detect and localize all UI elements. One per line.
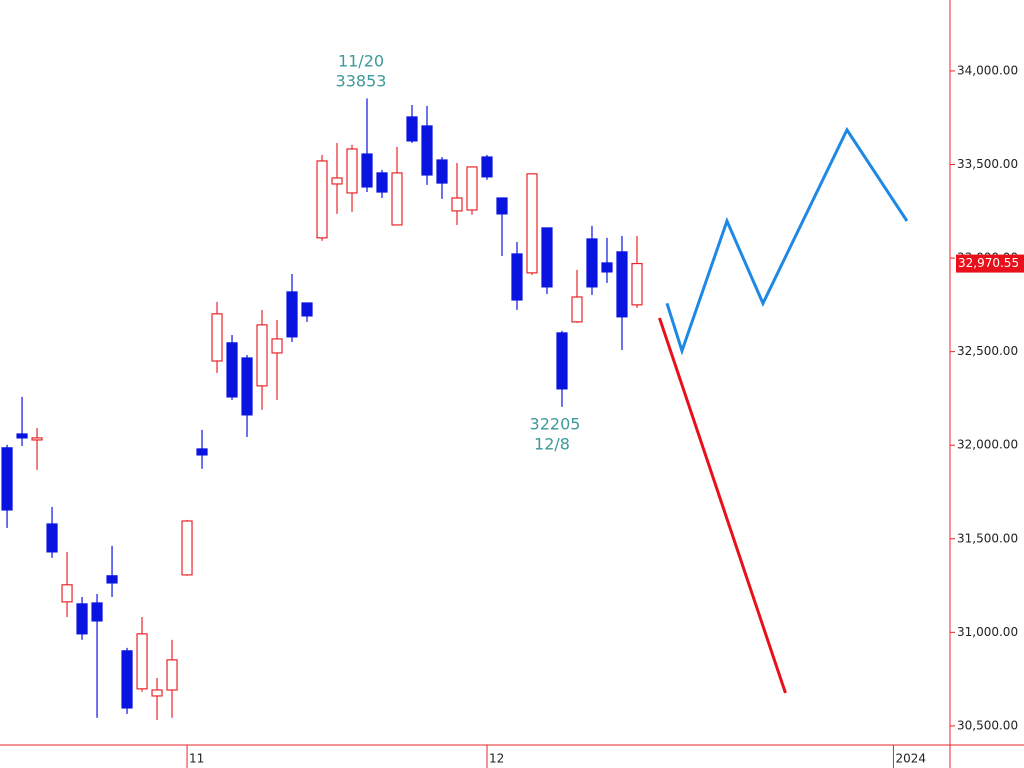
candle-body [286, 291, 298, 338]
candle-body [151, 689, 163, 697]
candle-body [616, 251, 628, 318]
candle-body [571, 296, 583, 323]
candle-body [391, 172, 403, 226]
y-tick-label: 31,500.00 [957, 531, 1018, 545]
x-tick-label: 12 [489, 752, 504, 766]
candle-body [181, 520, 193, 576]
candle-body [601, 262, 613, 273]
annotation: 33853 [336, 72, 387, 91]
y-tick-label: 32,500.00 [957, 344, 1018, 358]
candle-body [511, 253, 523, 301]
candle-body [436, 159, 448, 184]
candle-body [241, 357, 253, 416]
candle-body [541, 227, 553, 288]
candle-body [16, 433, 28, 439]
candle-body [136, 633, 148, 690]
candle-body [481, 156, 493, 178]
candle-body [496, 197, 508, 215]
x-tick-label: 2024 [895, 752, 926, 766]
x-tick-label: 11 [189, 752, 204, 766]
annotation: 32205 [530, 415, 581, 434]
candle-body [196, 448, 208, 456]
price-box [956, 254, 1024, 273]
y-tick-label: 33,500.00 [957, 157, 1018, 171]
forecast-line [658, 317, 787, 694]
candle-body [406, 116, 418, 142]
annotation: 12/8 [534, 435, 570, 454]
candle-body [526, 173, 538, 274]
candle-body [106, 575, 118, 584]
candle-body [451, 197, 463, 212]
candle-body [376, 172, 388, 193]
candle-body [421, 125, 433, 176]
forecast-line [665, 126, 909, 356]
candle-body [466, 166, 478, 211]
y-tick-label: 31,000.00 [957, 625, 1018, 639]
candle-body [91, 602, 103, 622]
candle-body [316, 160, 328, 239]
y-tick-label: 32,000.00 [957, 438, 1018, 452]
candle-body [631, 262, 643, 306]
candle-body [331, 177, 343, 185]
candle-body [271, 338, 283, 354]
candle-body [31, 437, 43, 441]
candle-body [346, 148, 358, 194]
y-tick-label: 34,000.00 [957, 63, 1018, 77]
candle-body [256, 324, 268, 387]
candle-body [76, 603, 88, 635]
candle-body [301, 302, 313, 317]
candle-body [226, 342, 238, 398]
annotation: 11/20 [338, 52, 384, 71]
candle-body [46, 523, 58, 553]
candle-body [211, 313, 223, 362]
candle-body [586, 238, 598, 288]
price-label: 32,970.55 [958, 256, 1019, 270]
candle-body [556, 332, 568, 390]
candle-body [121, 650, 133, 709]
candle-body [166, 659, 178, 691]
candle-body [1, 447, 13, 511]
candle-body [361, 153, 373, 188]
y-tick-label: 30,500.00 [957, 718, 1018, 732]
candle-body [61, 584, 73, 603]
